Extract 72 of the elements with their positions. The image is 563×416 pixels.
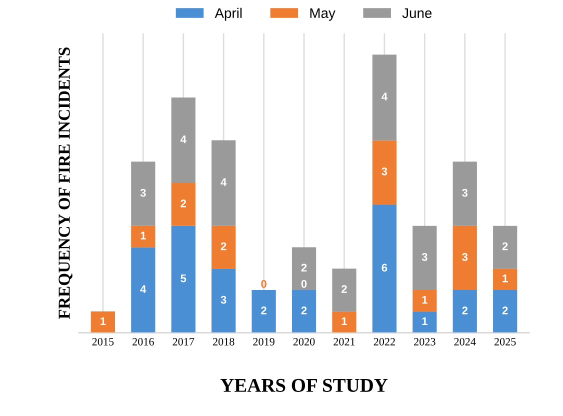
bar	[452, 162, 477, 226]
x-tick-label: 2023	[414, 338, 436, 346]
x-tick-label: 2016	[132, 338, 154, 346]
legend-label: June	[402, 8, 432, 18]
data-label: 1	[140, 232, 146, 240]
x-tick-label: 2024	[454, 338, 476, 346]
bar	[90, 311, 116, 333]
bar	[131, 226, 156, 248]
bar	[252, 290, 276, 333]
data-label: 2	[462, 306, 468, 314]
data-label: 3	[462, 253, 468, 261]
x-tick-label: 2020	[293, 338, 315, 346]
data-label: 4	[382, 92, 388, 100]
x-tick-label: 2018	[212, 338, 234, 346]
bar	[171, 226, 196, 333]
data-label: 1	[502, 274, 508, 282]
x-axis-title: YEARS OF STUDY	[220, 378, 388, 392]
bar	[372, 204, 397, 333]
data-label: 2	[342, 285, 347, 293]
bar	[131, 162, 156, 226]
data-label: 2	[180, 200, 186, 208]
data-label: 2	[220, 242, 226, 250]
x-tick-label: 2022	[374, 338, 395, 346]
legend-label: April	[214, 8, 242, 21]
data-label: 4	[180, 135, 186, 144]
data-label: 2	[261, 306, 266, 314]
x-tick-label: 2021	[334, 338, 355, 346]
bar	[372, 54, 397, 140]
bar	[412, 226, 437, 290]
data-label: 2	[301, 264, 307, 272]
data-label: 2	[502, 306, 508, 314]
bar	[212, 226, 236, 269]
x-tick-label: 2019	[253, 338, 274, 346]
bar	[412, 290, 437, 312]
bar	[292, 290, 316, 333]
data-label: 3	[220, 296, 226, 304]
bar	[332, 268, 356, 312]
data-label: 6	[382, 264, 388, 272]
data-label: 1	[422, 317, 428, 325]
data-label: 3	[462, 188, 468, 197]
bar	[131, 247, 156, 333]
bar	[452, 226, 477, 290]
data-label: 3	[422, 253, 428, 261]
bar	[332, 311, 356, 333]
data-label: 1	[422, 296, 428, 304]
data-label: 0	[301, 280, 307, 288]
x-tick-label: 2015	[92, 338, 114, 346]
data-label: 1	[100, 317, 106, 325]
bar	[171, 97, 196, 184]
bar	[452, 290, 477, 333]
data-label: 3	[140, 188, 146, 197]
data-label: 2	[301, 306, 307, 314]
bar	[372, 140, 397, 204]
data-label: 1	[342, 317, 348, 325]
data-label: 0	[261, 280, 266, 288]
bar	[493, 268, 518, 290]
x-tick-label: 2025	[494, 338, 516, 346]
data-label: 3	[382, 167, 388, 176]
bar	[171, 183, 196, 226]
bar	[493, 290, 518, 333]
bar	[412, 311, 437, 333]
data-label: 2	[502, 242, 508, 250]
data-label: 5	[180, 274, 186, 282]
bar	[212, 268, 236, 333]
bar	[212, 140, 236, 226]
bar	[493, 226, 518, 269]
x-tick-label: 2017	[172, 338, 194, 346]
legend-label: May	[310, 8, 336, 21]
data-label: 4	[140, 285, 146, 293]
bar	[292, 247, 316, 290]
y-axis-title: FREQUENCY OF FIRE INCIDENTS	[58, 48, 72, 319]
data-label: 4	[220, 178, 227, 186]
